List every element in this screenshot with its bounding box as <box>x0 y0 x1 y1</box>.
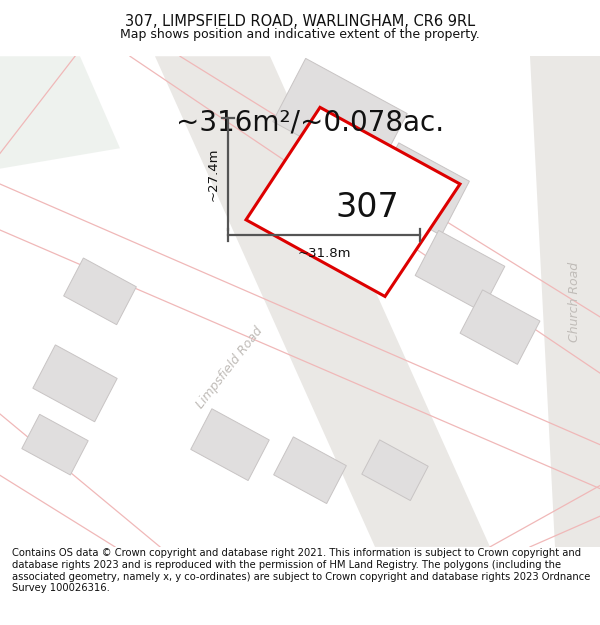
Polygon shape <box>191 409 269 481</box>
Polygon shape <box>64 258 136 325</box>
Polygon shape <box>530 56 600 547</box>
Polygon shape <box>246 107 460 296</box>
Polygon shape <box>371 143 469 236</box>
Polygon shape <box>415 231 505 311</box>
Text: Contains OS data © Crown copyright and database right 2021. This information is : Contains OS data © Crown copyright and d… <box>12 549 590 593</box>
Polygon shape <box>274 437 346 504</box>
Polygon shape <box>362 440 428 501</box>
Polygon shape <box>33 345 117 422</box>
Text: Map shows position and indicative extent of the property.: Map shows position and indicative extent… <box>120 28 480 41</box>
Polygon shape <box>22 414 88 475</box>
Polygon shape <box>273 58 407 177</box>
Polygon shape <box>460 290 540 364</box>
Text: ~27.4m: ~27.4m <box>207 147 220 201</box>
Polygon shape <box>0 56 120 169</box>
Text: Limpsfield Road: Limpsfield Road <box>194 325 266 411</box>
Text: 307: 307 <box>336 191 400 224</box>
Text: ~316m²/~0.078ac.: ~316m²/~0.078ac. <box>176 109 444 137</box>
Polygon shape <box>155 56 490 547</box>
Text: ~31.8m: ~31.8m <box>297 248 351 261</box>
Text: Church Road: Church Road <box>569 261 581 342</box>
Text: 307, LIMPSFIELD ROAD, WARLINGHAM, CR6 9RL: 307, LIMPSFIELD ROAD, WARLINGHAM, CR6 9R… <box>125 14 475 29</box>
